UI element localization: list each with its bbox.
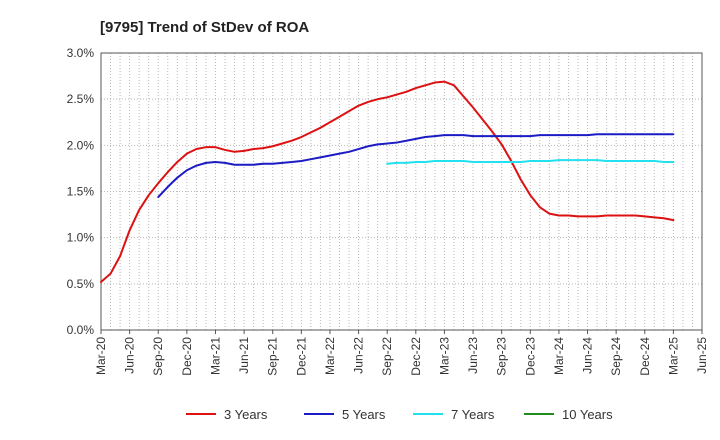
x-tick-label: Dec-24 <box>638 337 652 376</box>
legend-label-2: 5 Years <box>342 407 386 422</box>
grid-lines <box>101 53 702 330</box>
x-tick-label: Mar-22 <box>323 337 337 375</box>
x-tick-label: Sep-21 <box>266 337 280 376</box>
x-tick-label: Mar-24 <box>552 337 566 375</box>
x-tick-label: Jun-25 <box>695 337 709 374</box>
legend-label-3: 7 Years <box>451 407 495 422</box>
series-line-2 <box>157 133 675 199</box>
series-line-3 <box>386 159 675 165</box>
legend: 3 Years 5 Years 7 Years 10 Years <box>186 407 613 422</box>
x-tick-label: Mar-21 <box>208 337 222 375</box>
x-tick-label: Mar-23 <box>437 337 451 375</box>
x-tick-label: Dec-21 <box>294 337 308 376</box>
x-tick-label: Jun-21 <box>237 337 251 374</box>
x-tick-label: Dec-22 <box>409 337 423 376</box>
y-tick-label: 2.0% <box>67 138 95 152</box>
x-tick-label: Jun-20 <box>123 337 137 374</box>
y-tick-label: 1.0% <box>67 231 95 245</box>
y-tick-label: 0.0% <box>67 323 95 337</box>
y-tick-label: 2.5% <box>67 92 95 106</box>
legend-label-1: 3 Years <box>224 407 268 422</box>
x-tick-label: Sep-22 <box>380 337 394 376</box>
x-tick-label: Mar-25 <box>666 337 680 375</box>
x-tick-label: Dec-23 <box>523 337 537 376</box>
legend-label-4: 10 Years <box>562 407 613 422</box>
x-tick-label: Sep-23 <box>495 337 509 376</box>
y-tick-label: 1.5% <box>67 185 95 199</box>
x-tick-label: Jun-23 <box>466 337 480 374</box>
y-tick-label: 3.0% <box>67 46 95 60</box>
x-tick-label: Sep-20 <box>151 337 165 376</box>
x-tick-label: Jun-22 <box>352 337 366 374</box>
chart-title: [9795] Trend of StDev of ROA <box>100 19 309 36</box>
x-tick-label: Sep-24 <box>609 337 623 376</box>
x-tick-label: Jun-24 <box>581 337 595 374</box>
x-tick-label: Dec-20 <box>180 337 194 376</box>
x-tick-label: Mar-20 <box>94 337 108 375</box>
plot-frame <box>100 52 703 331</box>
series-line-1 <box>100 80 675 283</box>
y-tick-label: 0.5% <box>67 277 95 291</box>
